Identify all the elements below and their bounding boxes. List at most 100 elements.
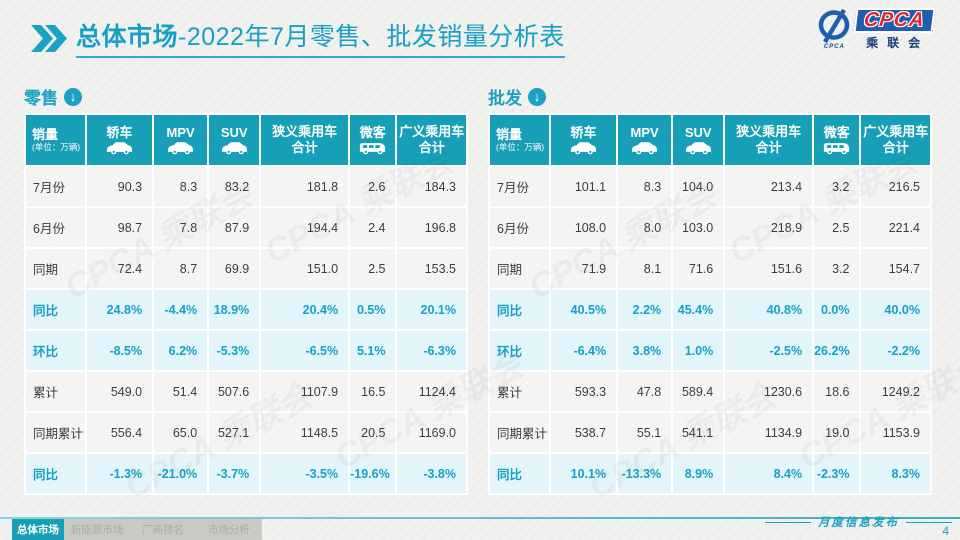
table-cell: 55.1: [618, 413, 672, 452]
table-cell: 213.4: [725, 167, 813, 206]
table-cell: 51.4: [154, 372, 208, 411]
double-chevron-right-icon: [30, 25, 68, 57]
wholesale-section-label: 批发 ↓: [488, 84, 932, 109]
table-cell: -6.3%: [397, 331, 466, 370]
table-cell: 83.2: [209, 167, 260, 206]
car-icon: [674, 141, 722, 155]
table-cell: 181.8: [261, 167, 349, 206]
table-row: 7月份 101.1 8.3 104.0 213.4 3.2 216.5: [490, 167, 930, 206]
table-cell: -2.2%: [861, 331, 930, 370]
table-cell: -3.7%: [209, 454, 260, 493]
table-cell: 1134.9: [725, 413, 813, 452]
table-cell: 20.5: [350, 413, 396, 452]
table-cell: 2.2%: [618, 290, 672, 329]
table-cell: 1169.0: [397, 413, 466, 452]
table-cell: 18.6: [814, 372, 860, 411]
table-cell: -4.4%: [154, 290, 208, 329]
row-label: 环比: [490, 331, 549, 370]
table-row: 6月份 108.0 8.0 103.0 218.9 2.5 221.4: [490, 208, 930, 247]
tab-nev-market[interactable]: 新能源市场: [64, 519, 130, 540]
table-cell: 104.0: [673, 167, 724, 206]
table-cell: 10.1%: [550, 454, 617, 493]
table-cell: 8.3: [618, 167, 672, 206]
table-cell: 216.5: [861, 167, 930, 206]
table-cell: 7.8: [154, 208, 208, 247]
van-icon: [351, 141, 394, 155]
retail-section-title: 零售: [24, 89, 58, 108]
table-cell: 0.5%: [350, 290, 396, 329]
table-cell: 184.3: [397, 167, 466, 206]
table-cell: 71.6: [673, 249, 724, 288]
title-bar: 总体市场-2022年7月零售、批发销量分析表: [30, 22, 565, 58]
table-cell: 19.0: [814, 413, 860, 452]
tab-market-analysis[interactable]: 市场分析: [196, 519, 262, 540]
circle-down-arrow-icon: ↓: [528, 87, 546, 106]
table-cell: 3.2: [814, 249, 860, 288]
table-cell: 194.4: [261, 208, 349, 247]
table-cell: 3.2: [814, 167, 860, 206]
circle-down-arrow-icon: ↓: [64, 87, 82, 106]
header-row: 销量 (单位：万辆) 轿车 MPV SUV 狭义乘用车 合计 微客 广义乘用车 合计: [26, 115, 466, 165]
logo-name-cn: 乘联会: [866, 36, 930, 50]
release-note: 月度信息发布: [765, 514, 952, 530]
car-icon: [155, 141, 206, 155]
row-label: 同比: [26, 290, 85, 329]
table-cell: 98.7: [86, 208, 153, 247]
release-line-left: [765, 521, 811, 523]
table-cell: 549.0: [86, 372, 153, 411]
row-label: 环比: [26, 331, 85, 370]
table-cell: 40.8%: [725, 290, 813, 329]
column-header: 狭义乘用车 合计: [725, 115, 813, 165]
row-label: 同比: [26, 454, 85, 493]
table-row: 累计 593.3 47.8 589.4 1230.6 18.6 1249.2: [490, 372, 930, 411]
retail-table: 销量 (单位：万辆) 轿车 MPV SUV 狭义乘用车 合计 微客 广义乘用车 合计 7月份 90.3…: [24, 113, 468, 495]
retail-panel: 零售 ↓ 销量 (单位：万辆) 轿车 MPV SUV 狭义乘用车 合计 微客 广义乘用车 合计 7月…: [24, 84, 529, 507]
row-label: 同期累计: [490, 413, 549, 452]
table-cell: 1230.6: [725, 372, 813, 411]
table-cell: 151.6: [725, 249, 813, 288]
row-label: 累计: [26, 372, 85, 411]
table-cell: -2.5%: [725, 331, 813, 370]
tab-overall-market[interactable]: 总体市场: [12, 519, 64, 540]
footer-tab-bar: 总体市场 新能源市场 厂商排名 市场分析: [12, 519, 262, 540]
table-cell: 153.5: [397, 249, 466, 288]
car-icon: [619, 141, 670, 155]
table-cell: 40.5%: [550, 290, 617, 329]
table-cell: 218.9: [725, 208, 813, 247]
tab-manufacturer-ranking[interactable]: 厂商排名: [130, 519, 196, 540]
table-cell: 8.7: [154, 249, 208, 288]
release-note-text: 月度信息发布: [818, 517, 899, 529]
table-cell: 8.9%: [673, 454, 724, 493]
table-cell: -13.3%: [618, 454, 672, 493]
table-row: 6月份 98.7 7.8 87.9 194.4 2.4 196.8: [26, 208, 466, 247]
table-cell: -3.5%: [261, 454, 349, 493]
row-label: 同期累计: [26, 413, 85, 452]
table-cell: -6.5%: [261, 331, 349, 370]
table-cell: 18.9%: [209, 290, 260, 329]
table-row: 同期 71.9 8.1 71.6 151.6 3.2 154.7: [490, 249, 930, 288]
row-label: 6月份: [490, 208, 549, 247]
table-cell: -1.3%: [86, 454, 153, 493]
table-cell: 71.9: [550, 249, 617, 288]
table-cell: 221.4: [861, 208, 930, 247]
table-cell: -3.8%: [397, 454, 466, 493]
table-cell: 1107.9: [261, 372, 349, 411]
column-header: 轿车: [550, 115, 617, 165]
logo-acronym: CPCA: [863, 9, 927, 31]
wholesale-panel: 批发 ↓ 销量 (单位：万辆) 轿车 MPV SUV 狭义乘用车 合计 微客 广义乘用车 合计 7月…: [488, 84, 960, 507]
table-cell: 8.0: [618, 208, 672, 247]
table-cell: 593.3: [550, 372, 617, 411]
table-cell: 556.4: [86, 413, 153, 452]
table-cell: 5.1%: [350, 331, 396, 370]
table-cell: 2.5: [350, 249, 396, 288]
table-cell: 1249.2: [861, 372, 930, 411]
table-cell: -8.5%: [86, 331, 153, 370]
car-icon: [210, 141, 258, 155]
table-cell: 40.0%: [861, 290, 930, 329]
table-cell: 45.4%: [673, 290, 724, 329]
table-cell: 541.1: [673, 413, 724, 452]
row-label: 6月份: [26, 208, 85, 247]
table-cell: 3.8%: [618, 331, 672, 370]
table-row: 同比 40.5% 2.2% 45.4% 40.8% 0.0% 40.0%: [490, 290, 930, 329]
table-cell: 101.1: [550, 167, 617, 206]
